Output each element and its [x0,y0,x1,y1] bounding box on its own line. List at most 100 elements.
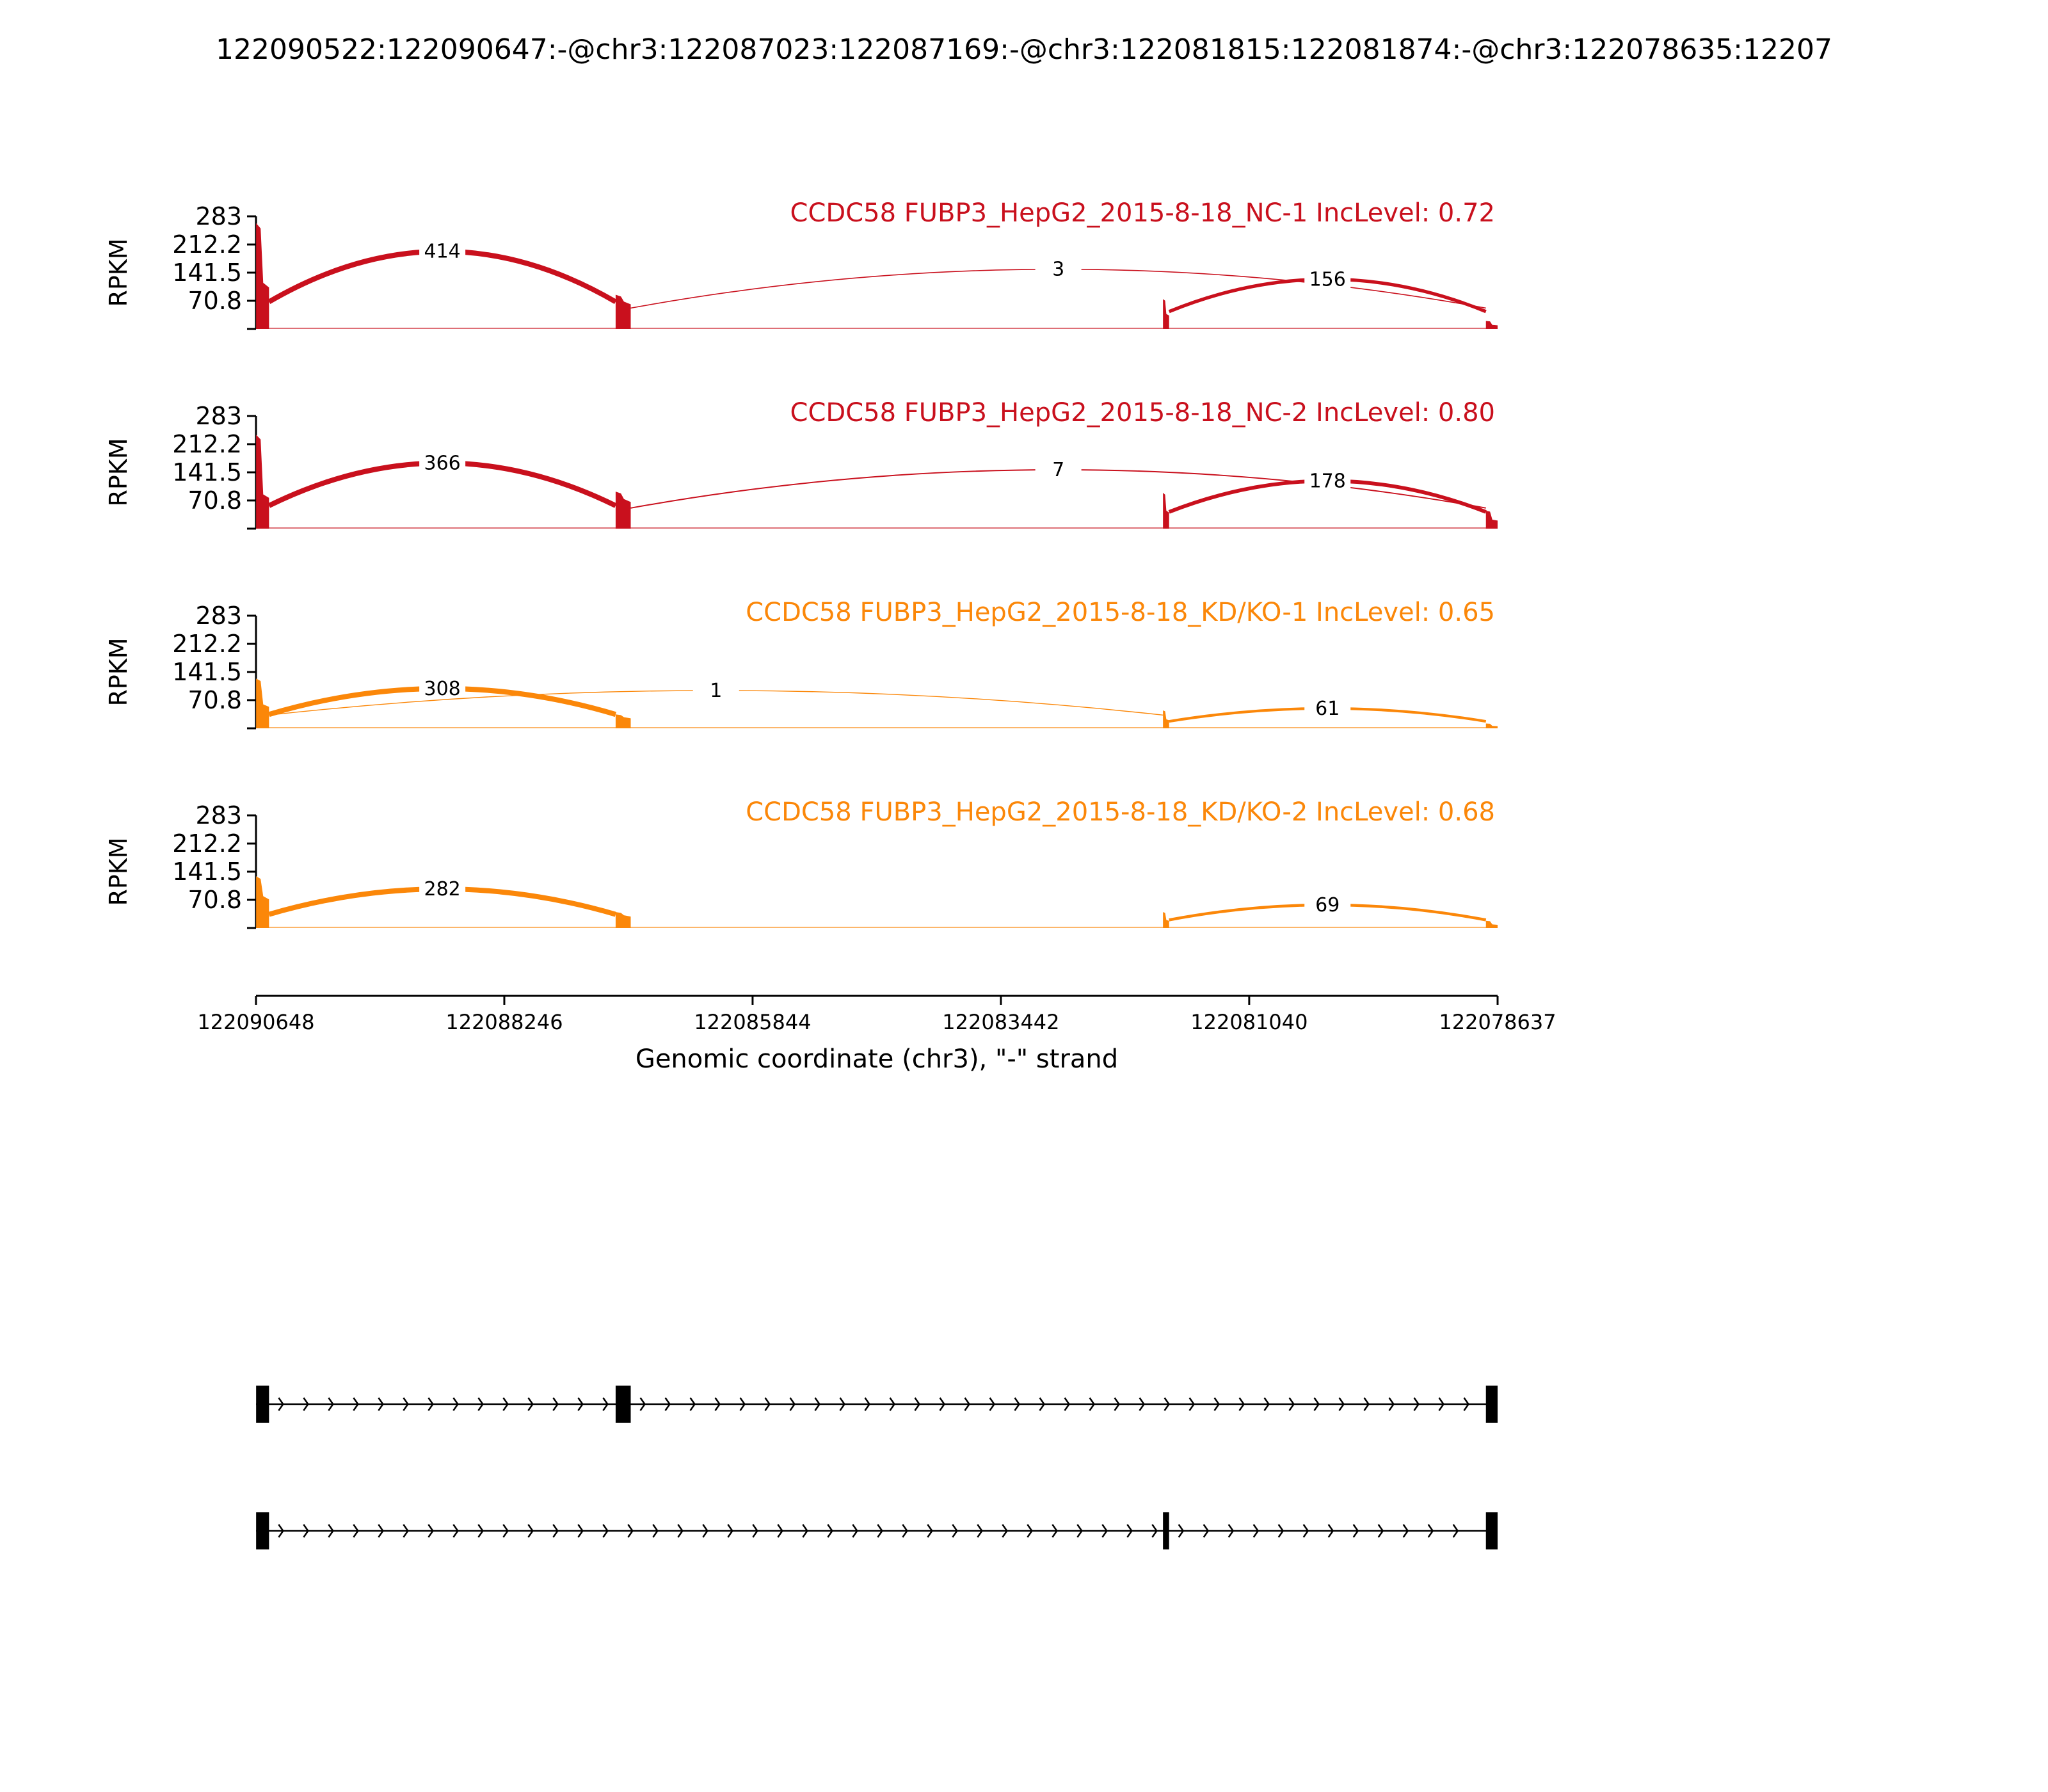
strand-arrow [1302,1524,1309,1538]
strand-arrow [727,1524,733,1538]
strand-arrow [552,1397,559,1411]
strand-arrow [1014,1397,1021,1411]
exon-coverage [256,678,269,728]
figure-title: 122090522:122090647:-@chr3:122087023:122… [216,33,1832,66]
strand-arrow [1151,1524,1158,1538]
strand-arrow [502,1524,509,1538]
strand-arrow [378,1397,384,1411]
strand-arrow [552,1524,559,1538]
junction-count: 69 [1315,894,1340,916]
strand-arrow [777,1524,783,1538]
y-tick-label: 141.5 [172,858,242,886]
track-3: CCDC58 FUBP3_HepG2_2015-8-18_KD/KO-1 Inc… [104,598,1498,730]
strand-arrow [689,1397,696,1411]
junction-count-box [1304,467,1351,495]
strand-arrow [802,1524,808,1538]
strand-arrow [602,1524,609,1538]
strand-arrow [977,1524,983,1538]
strand-arrow [353,1524,359,1538]
y-tick-label: 141.5 [172,458,242,486]
junction-count-box [419,449,466,477]
junction-count: 61 [1315,698,1340,720]
junction-count: 366 [424,452,461,474]
y-axis-label: RPKM [104,238,132,307]
strand-arrow [303,1397,309,1411]
exon-coverage [1485,723,1498,728]
strand-arrow [1352,1524,1359,1538]
strand-arrow [403,1397,409,1411]
strand-arrow [702,1524,708,1538]
strand-arrow [477,1524,484,1538]
strand-arrow [1402,1524,1409,1538]
strand-arrow [827,1524,833,1538]
junction-count: 3 [1052,259,1064,281]
strand-arrow [1203,1524,1210,1538]
exon-block [615,1386,631,1423]
track-1: CCDC58 FUBP3_HepG2_2015-8-18_NC-1 IncLev… [104,198,1498,330]
strand-arrow [1452,1524,1459,1538]
strand-arrow [1064,1397,1071,1411]
strand-arrow [1164,1397,1171,1411]
x-tick-label: 122088246 [445,1010,563,1034]
strand-arrow [1438,1397,1445,1411]
strand-arrow [952,1524,958,1538]
strand-arrow [1327,1524,1334,1538]
strand-arrow [577,1397,584,1411]
exon-coverage [1485,920,1498,928]
y-axis-label: RPKM [104,438,132,506]
strand-arrow [989,1397,996,1411]
junction-count-box [1304,890,1351,919]
strand-arrow [752,1524,758,1538]
strand-arrow [1263,1397,1270,1411]
isoform-2 [256,1512,1498,1549]
strand-arrow [502,1397,509,1411]
x-axis: 122090648 122088246 122085844 122083442 1220… [197,995,1556,1074]
y-tick-label: 141.5 [172,658,242,686]
strand-arrow [1002,1524,1008,1538]
track-2: CCDC58 FUBP3_HepG2_2015-8-18_NC-2 IncLev… [104,398,1498,530]
x-tick-label: 122090648 [197,1010,314,1034]
strand-arrow [378,1524,384,1538]
strand-arrow [627,1524,634,1538]
strand-arrow [714,1397,721,1411]
exon-coverage [256,435,269,529]
junction-count: 1 [710,680,722,702]
track-4: CCDC58 FUBP3_HepG2_2015-8-18_KD/KO-2 Inc… [104,797,1498,929]
exon-block [256,1512,269,1549]
exon-coverage [615,294,631,329]
junction-count-box [1304,694,1351,723]
strand-arrow [428,1397,434,1411]
junction-count: 282 [424,878,461,900]
strand-arrow [1114,1397,1121,1411]
y-tick-label: 70.8 [188,886,242,914]
y-tick-label: 212.2 [172,430,242,458]
y-tick-label: 212.2 [172,829,242,858]
exon-coverage [256,876,269,928]
junction-count-box [419,237,466,266]
exon-coverage [1163,493,1169,529]
strand-arrow [577,1524,584,1538]
junction-count-box [692,676,739,705]
junction-count: 7 [1052,459,1064,481]
strand-arrow [403,1524,409,1538]
junction-count-box [419,674,466,703]
exon-coverage [615,912,631,928]
strand-arrow [1313,1397,1320,1411]
strand-arrow [278,1397,284,1411]
strand-arrow [452,1524,459,1538]
exon-coverage [1163,299,1169,329]
strand-arrow [1228,1524,1235,1538]
strand-arrow [1139,1397,1146,1411]
strand-arrow [1089,1397,1096,1411]
exon-block [256,1386,269,1423]
strand-arrow [1076,1524,1083,1538]
y-tick-label: 283 [195,801,242,829]
junction-count-box [1035,455,1082,484]
strand-arrow [639,1397,646,1411]
y-tick-label: 212.2 [172,230,242,259]
strand-arrow [652,1524,659,1538]
strand-arrow [864,1397,871,1411]
strand-arrow [1252,1524,1260,1538]
strand-arrow [677,1524,684,1538]
